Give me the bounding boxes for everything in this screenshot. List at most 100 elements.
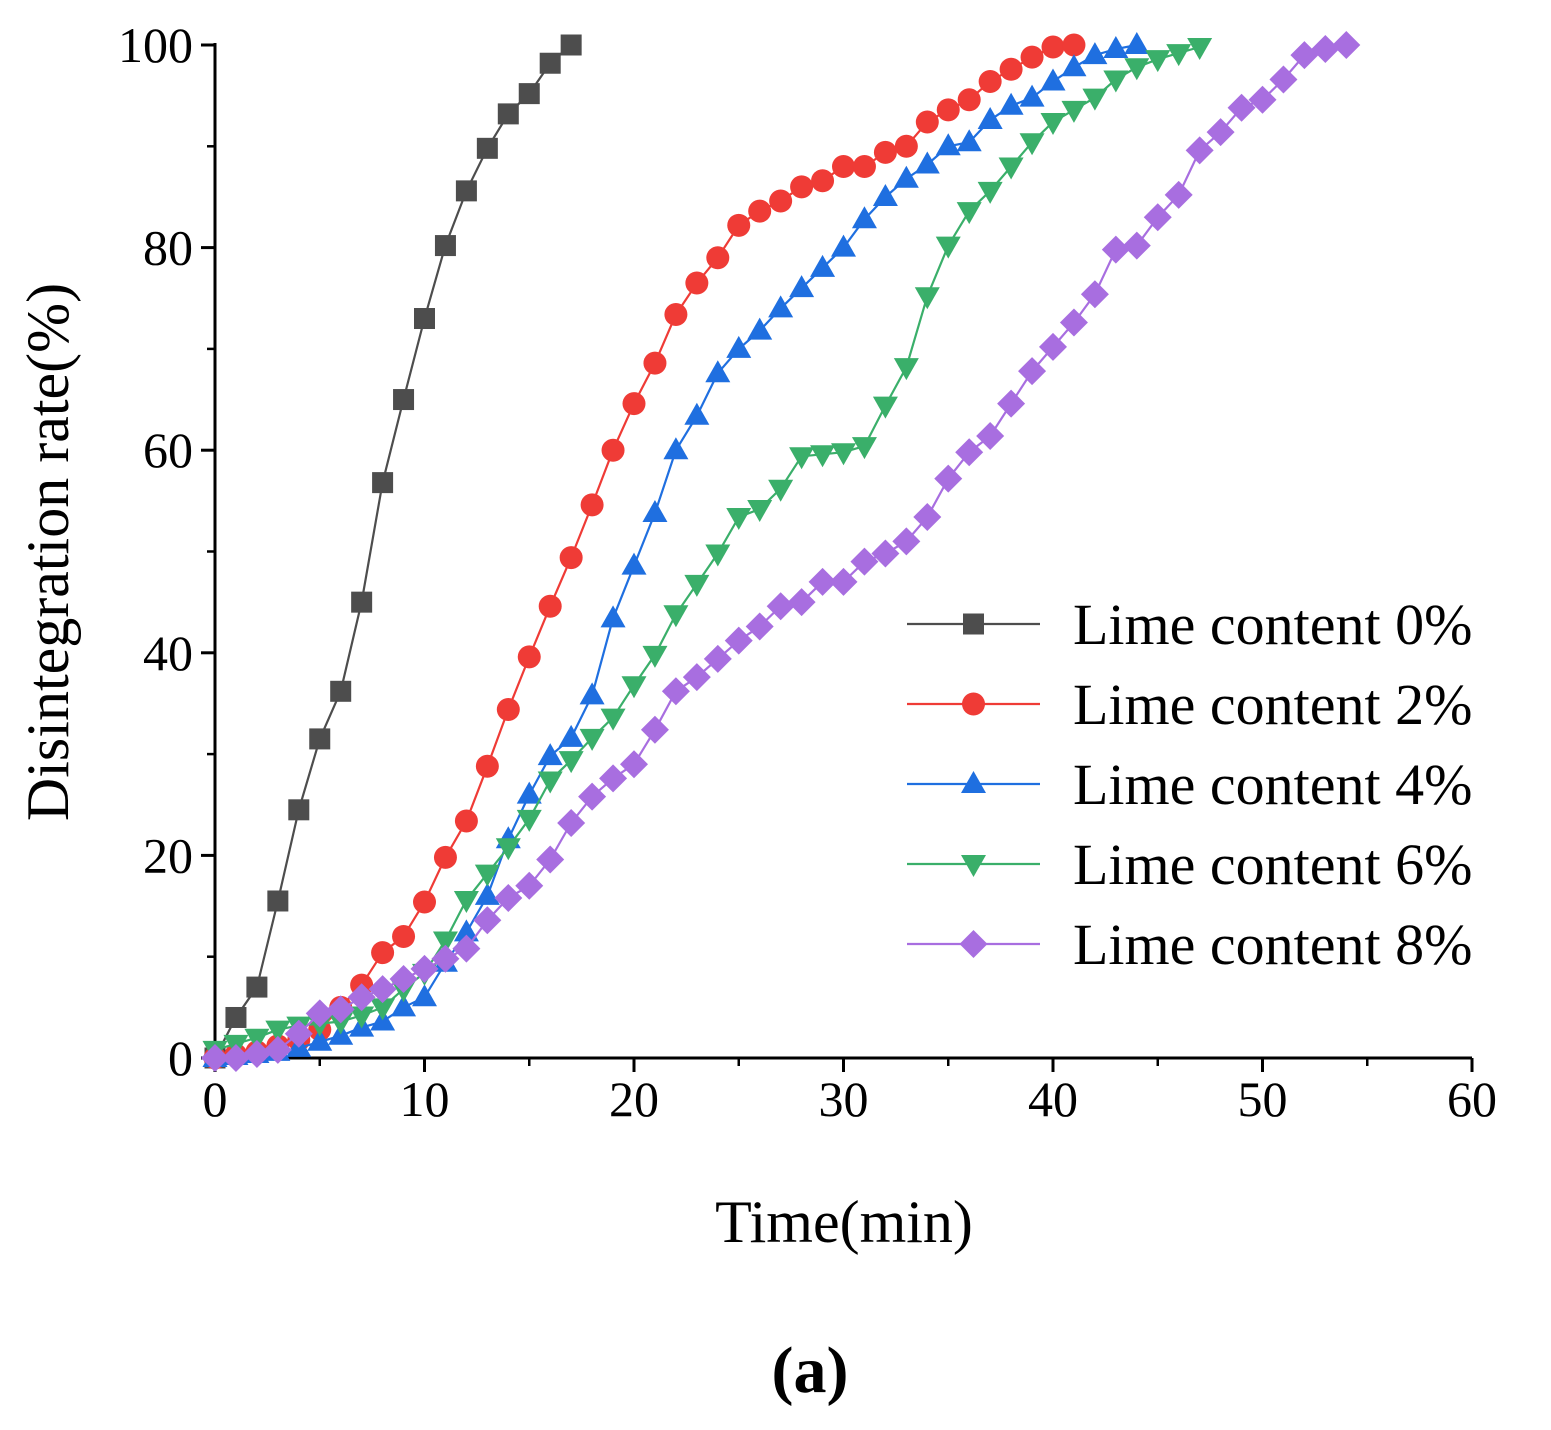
data-point xyxy=(684,402,710,425)
data-point xyxy=(495,838,521,861)
data-point xyxy=(851,206,877,229)
data-point xyxy=(412,984,437,1007)
y-tick-label: 100 xyxy=(118,17,193,73)
data-point xyxy=(1040,112,1066,135)
y-tick-label: 80 xyxy=(143,220,193,276)
data-point xyxy=(1101,235,1130,264)
data-point xyxy=(579,682,605,705)
data-point xyxy=(288,799,310,821)
data-point xyxy=(267,890,289,912)
data-point xyxy=(808,567,837,596)
data-point xyxy=(768,295,794,318)
data-point xyxy=(832,155,855,179)
data-point xyxy=(956,129,982,152)
data-point xyxy=(330,680,352,702)
data-point xyxy=(1018,357,1047,386)
data-point xyxy=(599,764,628,793)
data-point xyxy=(851,437,877,460)
data-point xyxy=(621,676,647,699)
data-point xyxy=(706,246,730,270)
data-point xyxy=(1124,32,1150,54)
data-point xyxy=(726,508,752,531)
x-tick-label: 60 xyxy=(1447,1071,1497,1127)
data-point xyxy=(705,544,731,567)
data-point xyxy=(810,254,836,277)
data-point xyxy=(768,479,794,502)
data-point xyxy=(497,103,519,125)
series-line xyxy=(214,43,1138,1060)
x-tick-label: 30 xyxy=(819,1071,869,1127)
data-point xyxy=(1059,308,1088,337)
data-point xyxy=(664,302,688,326)
data-point xyxy=(893,165,919,188)
data-point xyxy=(622,392,646,416)
data-point xyxy=(682,663,711,692)
y-tick-label: 0 xyxy=(168,1030,193,1086)
series-4 xyxy=(201,31,1361,1072)
data-point xyxy=(368,975,397,1004)
data-point xyxy=(789,447,815,470)
x-axis-title: Time(min) xyxy=(715,1189,973,1255)
data-point xyxy=(703,644,732,673)
data-point xyxy=(872,183,898,206)
data-point xyxy=(850,547,879,576)
data-point xyxy=(978,69,1002,93)
data-point xyxy=(560,34,582,56)
data-point xyxy=(452,934,481,963)
data-point xyxy=(473,906,502,935)
data-point xyxy=(998,157,1024,180)
series-2 xyxy=(202,32,1150,1067)
data-point xyxy=(705,360,731,383)
data-point xyxy=(766,592,795,621)
data-point xyxy=(328,1012,354,1035)
data-point xyxy=(852,155,876,179)
data-point xyxy=(1061,100,1087,123)
data-point xyxy=(643,351,667,375)
data-point xyxy=(413,890,436,914)
data-point xyxy=(977,106,1003,129)
data-point xyxy=(263,1035,292,1064)
data-point xyxy=(977,181,1003,204)
data-point xyxy=(392,924,416,948)
data-point xyxy=(601,438,625,462)
data-point xyxy=(246,976,268,998)
data-point xyxy=(810,445,836,468)
legend-item: Lime content 0% xyxy=(907,592,1472,657)
data-point xyxy=(578,782,607,811)
data-point xyxy=(1185,136,1214,165)
data-point xyxy=(935,133,961,156)
data-point xyxy=(913,503,942,532)
series-3 xyxy=(202,38,1213,1063)
data-point xyxy=(536,845,565,874)
data-point xyxy=(745,612,774,641)
data-point xyxy=(347,983,376,1012)
data-point xyxy=(454,809,478,833)
data-point xyxy=(221,1044,250,1072)
data-point xyxy=(1080,280,1109,309)
legend-marker xyxy=(961,855,986,877)
data-point xyxy=(1019,133,1045,156)
legend-marker xyxy=(962,692,985,716)
x-tick-label: 0 xyxy=(203,1071,228,1127)
data-point xyxy=(309,728,331,750)
data-point xyxy=(831,234,856,257)
data-point xyxy=(957,88,981,112)
data-point xyxy=(726,335,752,358)
data-point xyxy=(600,605,626,628)
data-point xyxy=(389,964,418,993)
legend-label: Lime content 4% xyxy=(1073,752,1472,817)
data-point xyxy=(956,202,982,225)
legend: Lime content 0% Lime content 2% Lime conte… xyxy=(907,592,1472,977)
data-point xyxy=(747,499,773,522)
data-point xyxy=(284,1019,313,1048)
data-point xyxy=(997,389,1026,418)
data-point xyxy=(474,882,500,905)
data-point xyxy=(558,751,584,774)
data-point xyxy=(225,1006,247,1028)
data-point xyxy=(559,546,583,570)
data-point xyxy=(351,591,373,613)
data-point xyxy=(684,574,710,597)
data-point xyxy=(893,358,919,381)
data-point xyxy=(517,645,541,669)
data-point xyxy=(1103,36,1129,59)
